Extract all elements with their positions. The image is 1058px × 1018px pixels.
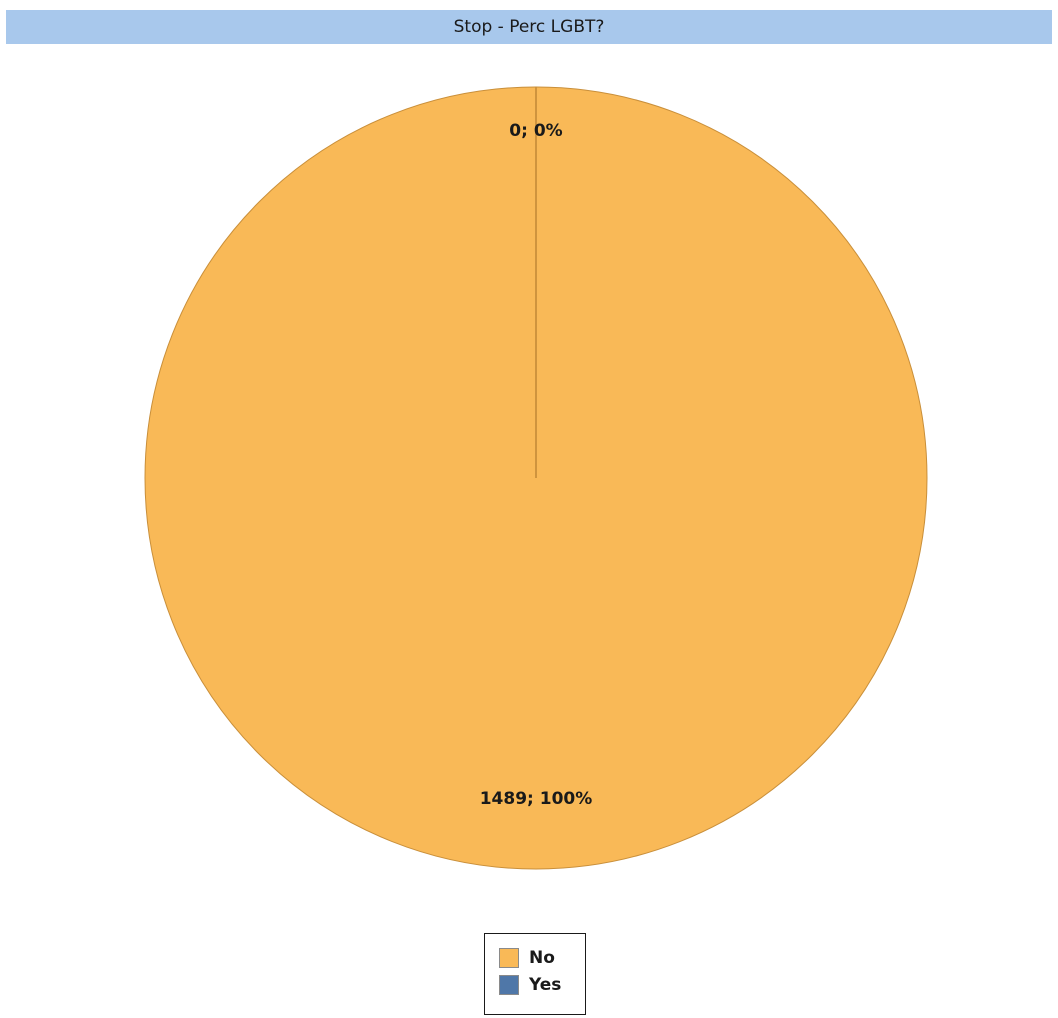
chart-title-bar: Stop - Perc LGBT? bbox=[6, 10, 1052, 44]
chart-legend: No Yes bbox=[484, 933, 586, 1015]
data-label-yes: 0; 0% bbox=[509, 121, 562, 141]
legend-label-yes: Yes bbox=[529, 974, 562, 995]
chart-title: Stop - Perc LGBT? bbox=[453, 17, 605, 37]
pie-chart: 1489; 100% 0; 0% bbox=[144, 86, 928, 870]
legend-label-no: No bbox=[529, 947, 555, 968]
legend-item-yes: Yes bbox=[499, 971, 585, 998]
pie-slices bbox=[144, 86, 928, 870]
legend-swatch-no bbox=[499, 947, 519, 968]
legend-item-no: No bbox=[499, 944, 585, 971]
legend-swatch-yes bbox=[499, 974, 519, 995]
data-label-no: 1489; 100% bbox=[480, 789, 593, 809]
